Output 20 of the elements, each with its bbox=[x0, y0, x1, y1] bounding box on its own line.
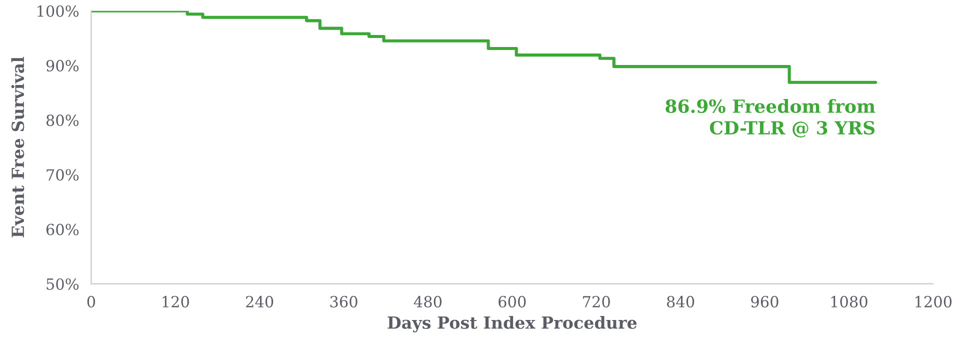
x-tick-label: 240 bbox=[246, 296, 274, 308]
annotation: 86.9% Freedom from CD-TLR @ 3 YRS bbox=[666, 99, 876, 138]
y-axis-title: Event Free Survival bbox=[11, 56, 24, 238]
x-axis-title: Days Post Index Procedure bbox=[388, 316, 637, 332]
x-tick-label: 960 bbox=[751, 296, 778, 308]
y-tick-label: 60% bbox=[46, 224, 79, 236]
x-tick-label: 1080 bbox=[831, 296, 868, 308]
y-tick-label: 50% bbox=[46, 278, 79, 290]
x-tick-label: 0 bbox=[87, 296, 96, 308]
x-tick-label: 480 bbox=[414, 296, 442, 308]
x-tick-label: 840 bbox=[666, 296, 694, 308]
x-tick-label: 1200 bbox=[916, 296, 952, 308]
x-tick-label: 360 bbox=[330, 296, 358, 308]
x-tick-label: 600 bbox=[498, 296, 526, 308]
y-tick-label: 90% bbox=[46, 60, 79, 72]
y-tick-label: 70% bbox=[46, 169, 79, 181]
y-tick-label: 100% bbox=[38, 5, 79, 17]
x-tick-label: 120 bbox=[162, 296, 189, 308]
y-tick-label: 80% bbox=[46, 114, 79, 126]
x-tick-label: 720 bbox=[583, 296, 610, 308]
